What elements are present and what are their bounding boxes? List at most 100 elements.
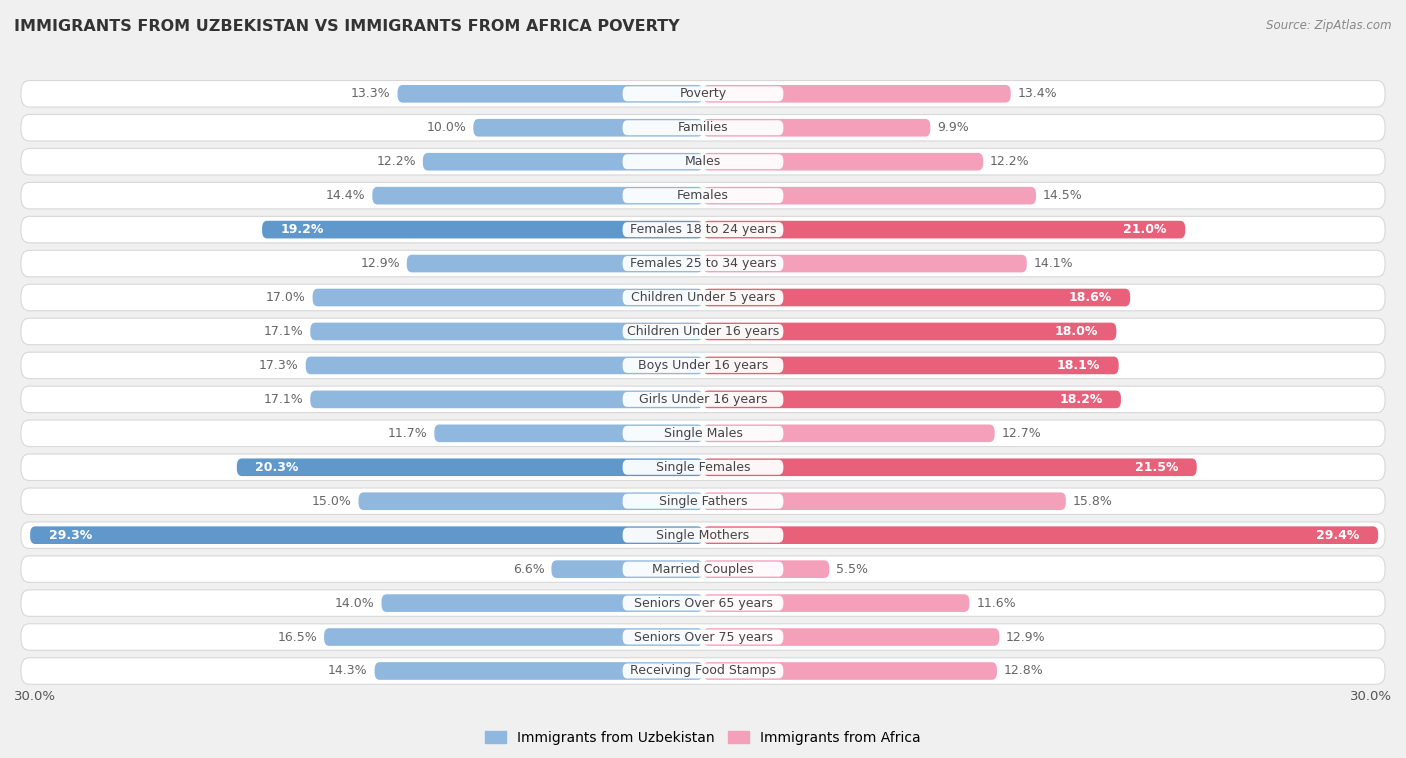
FancyBboxPatch shape (623, 562, 783, 577)
FancyBboxPatch shape (21, 284, 1385, 311)
Text: 11.6%: 11.6% (976, 597, 1017, 609)
Text: 21.5%: 21.5% (1135, 461, 1178, 474)
Text: 20.3%: 20.3% (256, 461, 298, 474)
Text: 13.4%: 13.4% (1018, 87, 1057, 100)
Text: Children Under 16 years: Children Under 16 years (627, 325, 779, 338)
Text: 30.0%: 30.0% (14, 690, 56, 703)
Text: Receiving Food Stamps: Receiving Food Stamps (630, 665, 776, 678)
Text: Single Fathers: Single Fathers (659, 495, 747, 508)
Text: Males: Males (685, 155, 721, 168)
Text: Single Males: Single Males (664, 427, 742, 440)
Text: 12.2%: 12.2% (377, 155, 416, 168)
FancyBboxPatch shape (21, 149, 1385, 175)
Text: Girls Under 16 years: Girls Under 16 years (638, 393, 768, 406)
FancyBboxPatch shape (21, 522, 1385, 549)
Text: Single Mothers: Single Mothers (657, 528, 749, 542)
Text: Children Under 5 years: Children Under 5 years (631, 291, 775, 304)
Text: Boys Under 16 years: Boys Under 16 years (638, 359, 768, 372)
FancyBboxPatch shape (21, 624, 1385, 650)
Text: 29.3%: 29.3% (48, 528, 91, 542)
FancyBboxPatch shape (703, 628, 1000, 646)
Text: 6.6%: 6.6% (513, 562, 544, 575)
FancyBboxPatch shape (551, 560, 703, 578)
FancyBboxPatch shape (703, 356, 1119, 374)
Text: 16.5%: 16.5% (277, 631, 318, 644)
Text: 5.5%: 5.5% (837, 562, 868, 575)
FancyBboxPatch shape (374, 662, 703, 680)
FancyBboxPatch shape (623, 493, 783, 509)
FancyBboxPatch shape (703, 390, 1121, 409)
Text: Source: ZipAtlas.com: Source: ZipAtlas.com (1267, 19, 1392, 32)
Text: 21.0%: 21.0% (1123, 223, 1167, 236)
FancyBboxPatch shape (623, 256, 783, 271)
FancyBboxPatch shape (21, 454, 1385, 481)
FancyBboxPatch shape (381, 594, 703, 612)
FancyBboxPatch shape (623, 392, 783, 407)
Text: 10.0%: 10.0% (426, 121, 467, 134)
FancyBboxPatch shape (623, 426, 783, 441)
FancyBboxPatch shape (21, 556, 1385, 582)
FancyBboxPatch shape (703, 459, 1197, 476)
FancyBboxPatch shape (398, 85, 703, 102)
Text: 17.1%: 17.1% (264, 393, 304, 406)
FancyBboxPatch shape (474, 119, 703, 136)
FancyBboxPatch shape (305, 356, 703, 374)
Text: 14.3%: 14.3% (328, 665, 368, 678)
FancyBboxPatch shape (373, 186, 703, 205)
FancyBboxPatch shape (323, 628, 703, 646)
FancyBboxPatch shape (21, 658, 1385, 684)
Text: 17.1%: 17.1% (264, 325, 304, 338)
FancyBboxPatch shape (623, 154, 783, 169)
Text: Females 18 to 24 years: Females 18 to 24 years (630, 223, 776, 236)
FancyBboxPatch shape (623, 222, 783, 237)
Text: 15.8%: 15.8% (1073, 495, 1112, 508)
Text: 11.7%: 11.7% (388, 427, 427, 440)
Text: Married Couples: Married Couples (652, 562, 754, 575)
FancyBboxPatch shape (623, 290, 783, 305)
Text: IMMIGRANTS FROM UZBEKISTAN VS IMMIGRANTS FROM AFRICA POVERTY: IMMIGRANTS FROM UZBEKISTAN VS IMMIGRANTS… (14, 19, 679, 34)
FancyBboxPatch shape (623, 358, 783, 373)
Text: Poverty: Poverty (679, 87, 727, 100)
FancyBboxPatch shape (623, 663, 783, 678)
FancyBboxPatch shape (703, 255, 1026, 272)
Text: 12.7%: 12.7% (1001, 427, 1042, 440)
Text: 14.1%: 14.1% (1033, 257, 1073, 270)
FancyBboxPatch shape (21, 386, 1385, 412)
FancyBboxPatch shape (623, 630, 783, 644)
Text: 17.0%: 17.0% (266, 291, 305, 304)
Text: 18.0%: 18.0% (1054, 325, 1098, 338)
Text: 19.2%: 19.2% (280, 223, 323, 236)
Text: Seniors Over 75 years: Seniors Over 75 years (634, 631, 772, 644)
Text: 29.4%: 29.4% (1316, 528, 1360, 542)
FancyBboxPatch shape (623, 188, 783, 203)
FancyBboxPatch shape (21, 250, 1385, 277)
Text: 30.0%: 30.0% (1350, 690, 1392, 703)
FancyBboxPatch shape (703, 493, 1066, 510)
FancyBboxPatch shape (312, 289, 703, 306)
FancyBboxPatch shape (21, 318, 1385, 345)
FancyBboxPatch shape (21, 114, 1385, 141)
FancyBboxPatch shape (703, 526, 1378, 544)
FancyBboxPatch shape (311, 390, 703, 409)
FancyBboxPatch shape (703, 186, 1036, 205)
FancyBboxPatch shape (21, 488, 1385, 515)
FancyBboxPatch shape (623, 86, 783, 102)
FancyBboxPatch shape (623, 460, 783, 475)
Text: Families: Families (678, 121, 728, 134)
Text: 13.3%: 13.3% (352, 87, 391, 100)
FancyBboxPatch shape (21, 80, 1385, 107)
FancyBboxPatch shape (262, 221, 703, 239)
FancyBboxPatch shape (703, 289, 1130, 306)
Text: 18.6%: 18.6% (1069, 291, 1112, 304)
FancyBboxPatch shape (623, 121, 783, 135)
FancyBboxPatch shape (703, 119, 931, 136)
FancyBboxPatch shape (311, 323, 703, 340)
FancyBboxPatch shape (623, 324, 783, 339)
Text: 14.5%: 14.5% (1043, 190, 1083, 202)
FancyBboxPatch shape (21, 183, 1385, 209)
Text: 17.3%: 17.3% (259, 359, 299, 372)
FancyBboxPatch shape (434, 424, 703, 442)
FancyBboxPatch shape (703, 594, 969, 612)
FancyBboxPatch shape (703, 221, 1185, 239)
Text: 9.9%: 9.9% (938, 121, 969, 134)
